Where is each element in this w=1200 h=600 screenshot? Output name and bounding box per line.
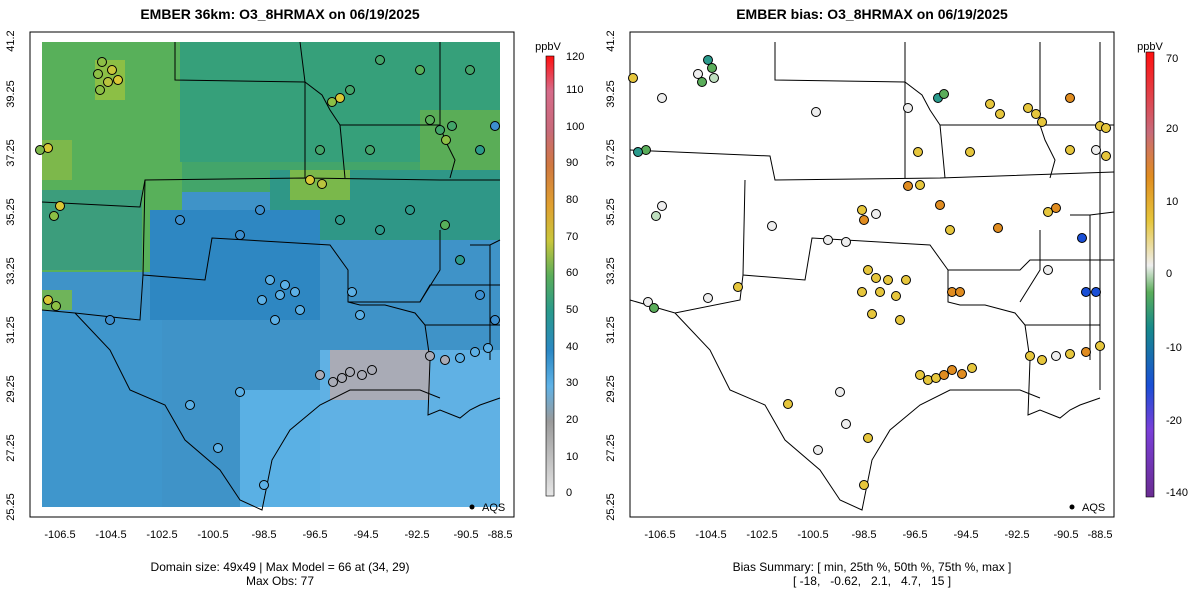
x-tick-label: -100.5: [797, 529, 828, 541]
x-tick-label: -102.5: [146, 529, 177, 541]
left-caption-line2: Max Obs: 77: [245, 574, 315, 588]
right-legend-label: AQS: [1082, 502, 1105, 514]
left-map-svg: AQS 25.25 27.25 29.25 31.25 33.25 35.25 …: [5, 24, 584, 541]
y-tick-label: 39.25: [605, 80, 617, 108]
y-tick-label: 25.25: [605, 493, 617, 521]
right-map-svg: AQS 25.25 27.25 29.25 31.25 33.25 35.25 …: [605, 24, 1188, 541]
y-tick-label: 31.25: [5, 316, 17, 344]
colorbar-tick-label: -140: [1166, 487, 1188, 499]
x-tick-label: -92.5: [404, 529, 429, 541]
left-map-title: EMBER 36km: O3_8HRMAX on 06/19/2025: [140, 6, 420, 22]
x-tick-label: -94.5: [353, 529, 378, 541]
colorbar-tick-label: 80: [566, 194, 578, 206]
left-aqs-sites: [35, 55, 500, 490]
y-tick-label: 41.25: [5, 30, 17, 52]
colorbar-tick-label: 0: [566, 487, 572, 499]
y-tick-label: 31.25: [605, 316, 617, 344]
y-tick-label: 29.25: [5, 375, 17, 403]
x-tick-label: -92.5: [1004, 529, 1029, 541]
x-tick-label: -104.5: [695, 529, 726, 541]
x-tick-label: -94.5: [953, 529, 978, 541]
x-tick-label: -96.5: [302, 529, 327, 541]
colorbar-tick-label: 30: [566, 377, 578, 389]
y-tick-label: 35.25: [5, 198, 17, 226]
x-tick-label: -90.5: [453, 529, 478, 541]
y-tick-label: 33.25: [5, 257, 17, 285]
left-colorbar-ticks: 0 10 20 30 40 50 60 70 80 90 100 110 120: [566, 51, 584, 499]
right-caption-line2: [ -18, -0.62, 2.1, 4.7, 15 ]: [792, 574, 952, 588]
x-tick-label: -98.5: [851, 529, 876, 541]
right-colorbar-ticks: -140 -20 -10 0 10 20 70: [1166, 53, 1188, 499]
y-tick-label: 37.25: [605, 139, 617, 167]
colorbar-tick-label: 50: [566, 304, 578, 316]
y-tick-label: 39.25: [5, 80, 17, 108]
x-tick-label: -100.5: [197, 529, 228, 541]
right-map-title: EMBER bias: O3_8HRMAX on 06/19/2025: [736, 6, 1008, 22]
left-state-boundaries: [41, 41, 501, 511]
right-y-axis: 25.25 27.25 29.25 31.25 33.25 35.25 37.2…: [605, 24, 617, 521]
right-colorbar: [1145, 51, 1155, 498]
right-caption-line1: Bias Summary: [ min, 25th %, 50th %, 75t…: [732, 560, 1012, 574]
colorbar-tick-label: -20: [1166, 415, 1182, 427]
colorbar-tick-label: 110: [566, 84, 584, 96]
colorbar-tick-label: 20: [1166, 123, 1178, 135]
colorbar-tick-label: 60: [566, 267, 578, 279]
colorbar-tick-label: 120: [566, 51, 584, 63]
colorbar-tick-label: 100: [566, 121, 584, 133]
y-tick-label: 29.25: [605, 375, 617, 403]
left-caption-line1: Domain size: 49x49 | Max Model = 66 at (…: [150, 560, 410, 574]
left-legend-label: AQS: [482, 502, 505, 514]
colorbar-tick-label: 90: [566, 157, 578, 169]
right-map-panel: AQS 25.25 27.25 29.25 31.25 33.25 35.25 …: [600, 24, 1200, 550]
left-model-field: [42, 42, 500, 507]
y-tick-label: 27.25: [605, 434, 617, 462]
x-tick-label: -88.5: [1087, 529, 1112, 541]
y-tick-label: 33.25: [605, 257, 617, 285]
y-tick-label: 27.25: [5, 434, 17, 462]
x-tick-label: -96.5: [902, 529, 927, 541]
x-tick-label: -102.5: [746, 529, 777, 541]
left-colorbar-unit: ppbV: [535, 41, 561, 53]
colorbar-tick-label: 10: [566, 451, 578, 463]
colorbar-tick-label: 10: [1166, 196, 1178, 208]
right-colorbar-unit: ppbV: [1137, 41, 1163, 53]
colorbar-tick-label: -10: [1166, 342, 1182, 354]
left-x-axis: -106.5 -104.5 -102.5 -100.5 -98.5 -96.5 …: [44, 529, 512, 541]
x-tick-label: -104.5: [95, 529, 126, 541]
right-x-axis: -106.5 -104.5 -102.5 -100.5 -98.5 -96.5 …: [644, 529, 1112, 541]
x-tick-label: -90.5: [1053, 529, 1078, 541]
x-tick-label: -106.5: [44, 529, 75, 541]
colorbar-tick-label: 20: [566, 414, 578, 426]
right-map-frame: [629, 31, 1115, 518]
left-y-axis: 25.25 27.25 29.25 31.25 33.25 35.25 37.2…: [5, 24, 17, 521]
y-tick-label: 25.25: [5, 493, 17, 521]
x-tick-label: -98.5: [251, 529, 276, 541]
y-tick-label: 37.25: [5, 139, 17, 167]
colorbar-tick-label: 70: [566, 231, 578, 243]
left-legend-dot: [469, 504, 475, 510]
right-state-boundaries: [629, 42, 1115, 511]
y-tick-label: 41.25: [605, 30, 617, 52]
colorbar-tick-label: 40: [566, 341, 578, 353]
colorbar-tick-label: 70: [1166, 53, 1178, 65]
left-colorbar: [545, 55, 555, 497]
right-aqs-sites: [628, 55, 1111, 490]
x-tick-label: -106.5: [644, 529, 675, 541]
right-legend-dot: [1069, 504, 1075, 510]
y-tick-label: 35.25: [605, 198, 617, 226]
left-map-panel: AQS 25.25 27.25 29.25 31.25 33.25 35.25 …: [0, 24, 600, 550]
colorbar-tick-label: 0: [1166, 268, 1172, 280]
x-tick-label: -88.5: [487, 529, 512, 541]
